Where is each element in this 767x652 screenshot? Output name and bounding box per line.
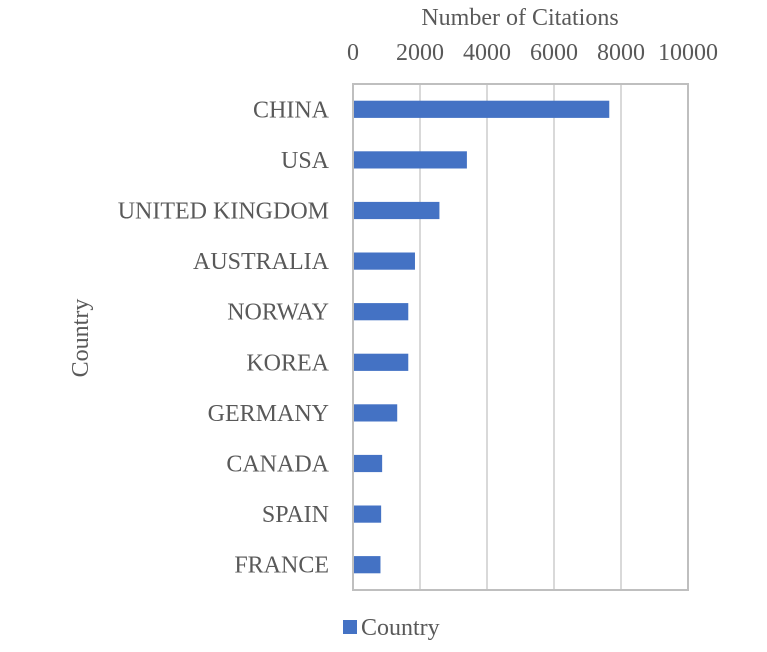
- category-label: KOREA: [246, 350, 329, 376]
- category-labels: CHINA USA UNITED KINGDOM AUSTRALIA NORWAY KOR…: [118, 97, 330, 578]
- category-label: NORWAY: [227, 300, 329, 326]
- x-tick-label: 8000: [597, 40, 645, 66]
- legend-label: Country: [361, 615, 440, 641]
- category-label: CHINA: [253, 97, 330, 123]
- category-label: SPAIN: [262, 502, 329, 528]
- x-axis-title: Number of Citations: [421, 5, 618, 31]
- category-label: AUSTRALIA: [193, 249, 330, 275]
- legend: Country: [343, 615, 440, 641]
- bar: [353, 454, 383, 473]
- legend-swatch: [343, 620, 357, 634]
- category-label: USA: [281, 148, 330, 174]
- x-tick-label: 0: [347, 40, 359, 66]
- x-tick-label: 4000: [463, 40, 511, 66]
- category-label: FRANCE: [234, 553, 329, 579]
- category-label: CANADA: [226, 452, 329, 478]
- bar: [353, 505, 382, 523]
- plot-border: [352, 83, 689, 591]
- bars: [353, 100, 610, 574]
- bar: [353, 404, 398, 422]
- x-tick-label: 2000: [396, 40, 444, 66]
- x-tick-labels: 0 2000 4000 6000 8000 10000: [347, 40, 718, 66]
- category-label: UNITED KINGDOM: [118, 199, 329, 225]
- bar: [353, 100, 610, 118]
- bar: [353, 556, 381, 574]
- y-axis-title: Country: [68, 299, 94, 378]
- gridlines: [419, 84, 622, 590]
- category-label: GERMANY: [208, 401, 329, 427]
- bar: [353, 201, 440, 220]
- x-tick-label: 6000: [530, 40, 578, 66]
- bar: [353, 353, 409, 371]
- bar: [353, 303, 409, 321]
- bar: [353, 252, 415, 270]
- bar: [353, 151, 467, 169]
- plot-frame: [352, 83, 689, 591]
- x-tick-label: 10000: [658, 40, 718, 66]
